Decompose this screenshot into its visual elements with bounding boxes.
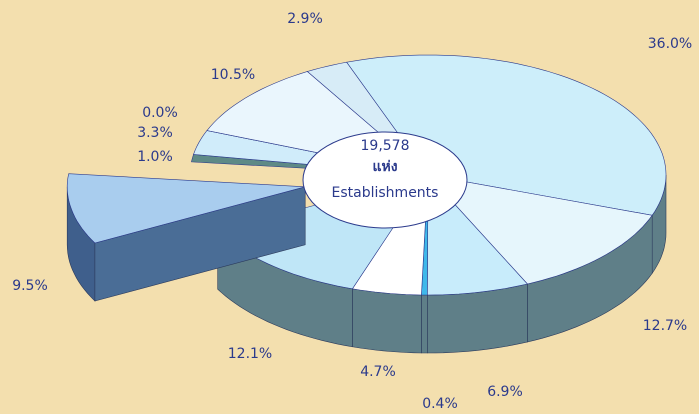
data-label: 12.1% <box>228 346 272 362</box>
center-unit: แห่ง <box>372 159 397 175</box>
center-count: 19,578 <box>361 138 410 154</box>
slice <box>66 173 306 244</box>
data-label: 0.4% <box>422 396 458 412</box>
data-label: 0.0% <box>142 105 178 121</box>
data-label: 6.9% <box>487 384 523 400</box>
slice <box>346 54 667 216</box>
slice <box>427 174 653 285</box>
data-label: 4.7% <box>360 364 396 380</box>
center-hole <box>302 131 468 229</box>
data-label: 3.3% <box>137 125 173 141</box>
slice-side <box>421 294 428 354</box>
data-label: 10.5% <box>211 67 255 83</box>
data-label: 9.5% <box>12 278 48 294</box>
slice-side <box>352 288 422 354</box>
data-label: 12.7% <box>643 318 687 334</box>
data-label: 1.0% <box>137 149 173 165</box>
center-label: Establishments <box>332 185 439 201</box>
data-label: 36.0% <box>648 36 692 52</box>
data-label: 2.9% <box>287 11 323 27</box>
